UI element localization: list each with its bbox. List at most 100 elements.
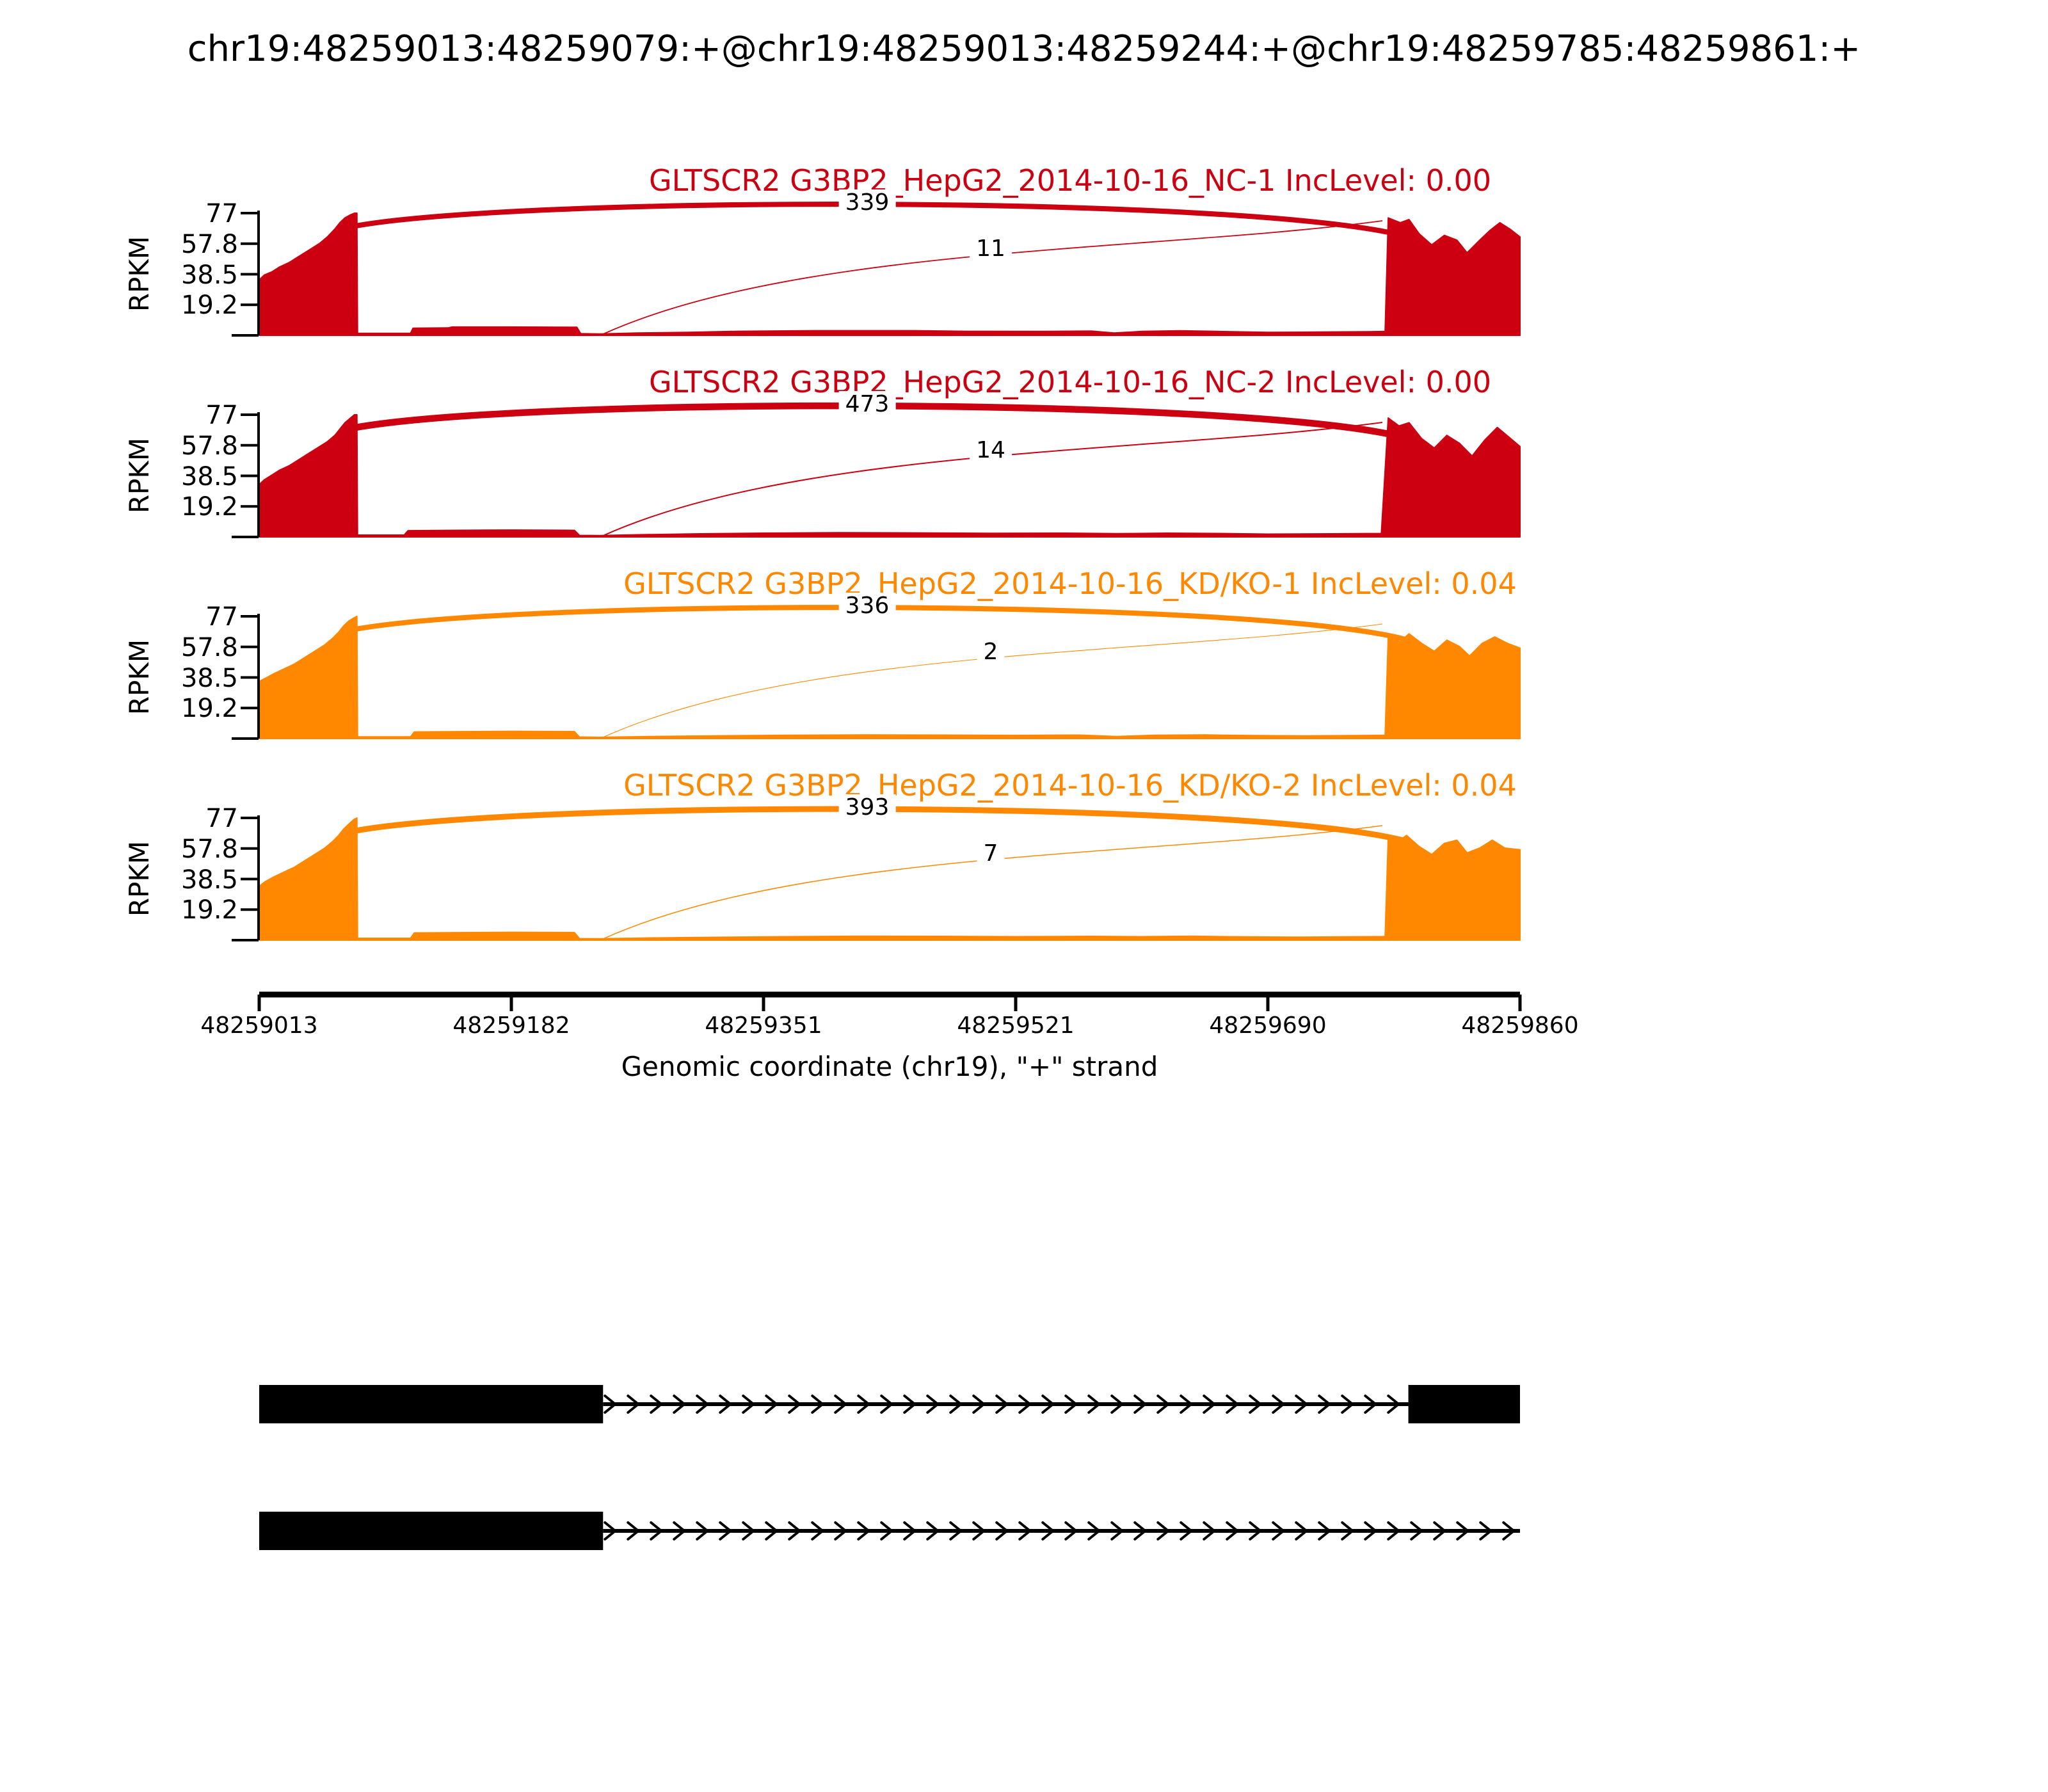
y-axis-title: RPKM bbox=[124, 437, 155, 514]
junction-count-11: 11 bbox=[970, 236, 1012, 262]
strand-arrow-chevron bbox=[903, 1395, 917, 1414]
x-axis-title: Genomic coordinate (chr19), "+" strand bbox=[621, 1051, 1158, 1082]
strand-arrow-chevron bbox=[1180, 1395, 1194, 1414]
y-tick-label: 77 bbox=[205, 401, 238, 430]
junction-count-339: 339 bbox=[838, 189, 896, 216]
y-tick-label: 38.5 bbox=[180, 461, 238, 492]
y-tick-label: 77 bbox=[205, 804, 238, 833]
x-tick-label: 48259351 bbox=[705, 1012, 822, 1039]
strand-arrow-chevron bbox=[1318, 1521, 1332, 1540]
y-tick-label: 19.2 bbox=[180, 291, 238, 321]
junction-count-473: 473 bbox=[838, 391, 896, 417]
strand-arrow-chevron bbox=[1064, 1521, 1078, 1540]
y-axis-title: RPKM bbox=[124, 236, 155, 312]
strand-arrow-chevron bbox=[1479, 1521, 1493, 1540]
y-tick-label: 19.2 bbox=[180, 895, 238, 925]
y-axis-title: RPKM bbox=[124, 639, 155, 716]
strand-arrow-chevron bbox=[1203, 1395, 1217, 1414]
strand-arrow-chevron bbox=[650, 1395, 664, 1414]
y-tick-label: 19.2 bbox=[180, 492, 238, 522]
strand-arrow-chevron bbox=[627, 1521, 641, 1540]
strand-arrow-chevron bbox=[1018, 1521, 1032, 1540]
strand-arrow-chevron bbox=[673, 1395, 687, 1414]
strand-arrow-chevron bbox=[1041, 1521, 1055, 1540]
strand-arrow-chevron bbox=[949, 1521, 963, 1540]
y-tick-label: 19.2 bbox=[180, 694, 238, 724]
strand-arrow-chevron bbox=[1295, 1521, 1309, 1540]
strand-arrow-chevron bbox=[1249, 1395, 1263, 1414]
strand-arrow-chevron bbox=[1226, 1521, 1240, 1540]
strand-arrow-chevron bbox=[1272, 1395, 1286, 1414]
strand-arrow-chevron bbox=[1456, 1521, 1470, 1540]
strand-arrow-chevron bbox=[1318, 1395, 1332, 1414]
x-tick-label: 48259182 bbox=[452, 1012, 570, 1039]
y-tick-label: 77 bbox=[205, 199, 238, 228]
strand-arrow-chevron bbox=[788, 1395, 802, 1414]
strand-arrow-chevron bbox=[1203, 1521, 1217, 1540]
strand-arrow-chevron bbox=[1180, 1521, 1194, 1540]
junction-count-393: 393 bbox=[838, 794, 896, 820]
strand-arrow-chevron bbox=[1364, 1521, 1378, 1540]
strand-arrow-chevron bbox=[696, 1395, 710, 1414]
strand-arrow-chevron bbox=[949, 1395, 963, 1414]
strand-arrow-chevron bbox=[1341, 1521, 1355, 1540]
strand-arrow-chevron bbox=[765, 1521, 779, 1540]
strand-arrow-chevron bbox=[604, 1395, 618, 1414]
x-tick-label: 48259690 bbox=[1209, 1012, 1327, 1039]
strand-arrow-chevron bbox=[1387, 1521, 1401, 1540]
coverage-area bbox=[259, 616, 1521, 739]
junction-count-14: 14 bbox=[970, 437, 1012, 463]
strand-arrow-chevron bbox=[1087, 1521, 1101, 1540]
transcript-exon bbox=[259, 1512, 604, 1550]
strand-arrow-chevron bbox=[834, 1521, 848, 1540]
strand-arrow-chevron bbox=[1041, 1395, 1055, 1414]
coverage-area bbox=[259, 212, 1521, 336]
strand-arrow-chevron bbox=[857, 1395, 871, 1414]
strand-arrow-chevron bbox=[1156, 1395, 1171, 1414]
strand-arrow-chevron bbox=[719, 1521, 733, 1540]
track-label-nc-2: GLTSCR2 G3BP2_HepG2_2014-10-16_NC-2 IncL… bbox=[648, 365, 1491, 399]
strand-arrow-chevron bbox=[1226, 1395, 1240, 1414]
y-tick-label: 57.8 bbox=[180, 229, 238, 259]
y-tick-label: 38.5 bbox=[180, 663, 238, 693]
strand-arrow-chevron bbox=[811, 1395, 825, 1414]
strand-arrow-chevron bbox=[696, 1521, 710, 1540]
transcript-exon bbox=[259, 1385, 604, 1423]
coverage-area bbox=[259, 414, 1521, 538]
strand-arrow-chevron bbox=[811, 1521, 825, 1540]
strand-arrow-chevron bbox=[972, 1395, 986, 1414]
strand-arrow-chevron bbox=[1110, 1521, 1124, 1540]
strand-arrow-chevron bbox=[719, 1395, 733, 1414]
strand-arrow-chevron bbox=[1410, 1521, 1424, 1540]
junction-count-7: 7 bbox=[977, 840, 1005, 867]
strand-arrow-chevron bbox=[972, 1521, 986, 1540]
transcript-exon bbox=[1408, 1385, 1520, 1423]
strand-arrow-chevron bbox=[765, 1395, 779, 1414]
strand-arrow-chevron bbox=[880, 1395, 894, 1414]
y-tick-label: 57.8 bbox=[180, 431, 238, 461]
x-tick-label: 48259860 bbox=[1461, 1012, 1579, 1039]
strand-arrow-chevron bbox=[650, 1521, 664, 1540]
strand-arrow-chevron bbox=[903, 1521, 917, 1540]
strand-arrow-chevron bbox=[788, 1521, 802, 1540]
strand-arrow-chevron bbox=[1156, 1521, 1171, 1540]
junction-count-336: 336 bbox=[838, 593, 896, 619]
track-label-nc-1: GLTSCR2 G3BP2_HepG2_2014-10-16_NC-1 IncL… bbox=[648, 163, 1491, 198]
strand-arrow-chevron bbox=[1295, 1395, 1309, 1414]
strand-arrow-chevron bbox=[673, 1521, 687, 1540]
track-label-kdko-2: GLTSCR2 G3BP2_HepG2_2014-10-16_KD/KO-2 I… bbox=[623, 768, 1517, 803]
strand-arrow-chevron bbox=[1502, 1521, 1516, 1540]
strand-arrow-chevron bbox=[1272, 1521, 1286, 1540]
strand-arrow-chevron bbox=[834, 1395, 848, 1414]
y-axis-title: RPKM bbox=[124, 840, 155, 917]
strand-arrow-chevron bbox=[1064, 1395, 1078, 1414]
strand-arrow-chevron bbox=[995, 1521, 1009, 1540]
strand-arrow-chevron bbox=[742, 1521, 756, 1540]
strand-arrow-chevron bbox=[604, 1521, 618, 1540]
y-tick-label: 38.5 bbox=[180, 865, 238, 895]
strand-arrow-chevron bbox=[1133, 1395, 1148, 1414]
strand-arrow-chevron bbox=[1018, 1395, 1032, 1414]
x-tick-label: 48259521 bbox=[957, 1012, 1075, 1039]
